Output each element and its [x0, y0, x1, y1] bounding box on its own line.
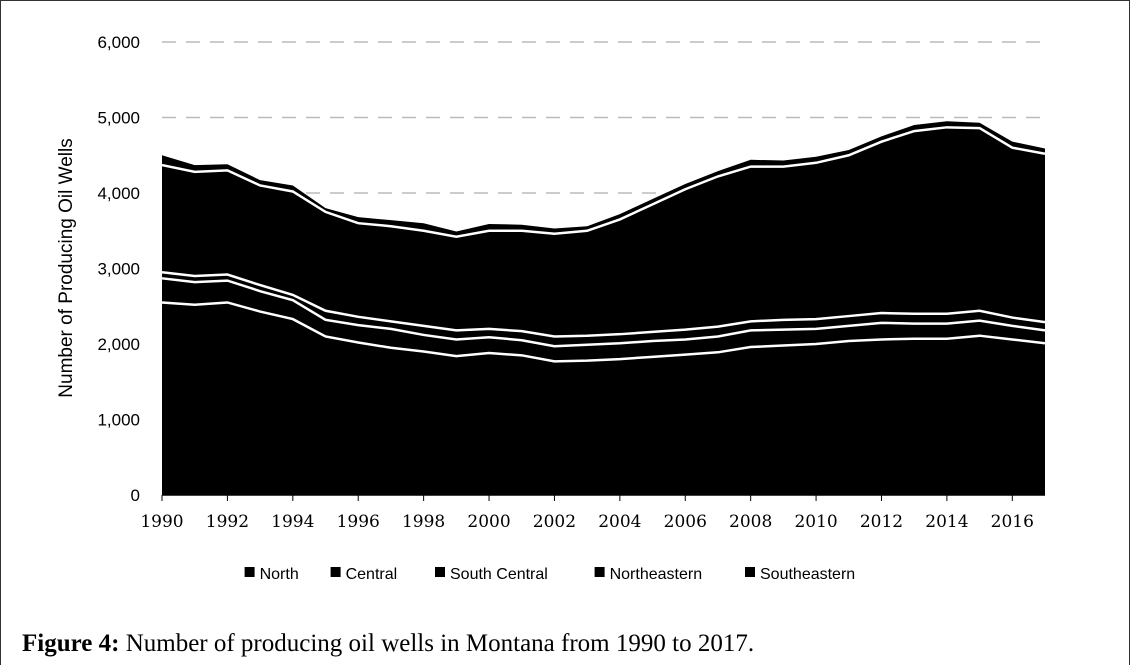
caption-text: Number of producing oil wells in Montana…	[125, 630, 755, 657]
legend-item: Southeastern	[745, 566, 855, 583]
boundary-line	[161, 271, 1046, 338]
boundary-line	[161, 126, 1046, 239]
area	[162, 127, 1045, 337]
y-tick-label: 1,000	[97, 411, 140, 430]
legend-label: North	[260, 566, 299, 583]
legend-swatch	[594, 567, 605, 577]
y-tick-label: 5,000	[97, 109, 140, 128]
x-tick-label: 2016	[991, 512, 1034, 532]
x-tick-label: 1998	[402, 512, 445, 532]
area	[162, 278, 1045, 362]
legend-swatch	[745, 567, 755, 577]
chart: Number of Producing Oil Wells 0 1,000 2,00…	[56, 33, 1046, 583]
x-tick-label: 2000	[467, 512, 510, 532]
y-axis-label: Number of Producing Oil Wells	[56, 138, 77, 397]
x-tick-label: 2010	[794, 512, 837, 532]
caption: Figure 4: Number of producing oil wells …	[22, 630, 754, 658]
x-tick-label: 1996	[337, 512, 380, 532]
y-tick-label: 4,000	[97, 184, 140, 203]
area	[162, 302, 1045, 495]
y-tick-label: 0	[131, 486, 140, 505]
y-tick-label: 3,000	[97, 260, 140, 279]
x-tick-label: 2014	[925, 512, 968, 532]
legend-label: South Central	[450, 566, 548, 583]
boundary-line	[161, 277, 1046, 348]
legend-label: Northeastern	[610, 566, 703, 583]
x-tick-label: 2006	[664, 512, 707, 532]
legend-item: Northeastern	[594, 566, 703, 583]
y-tick-label: 2,000	[97, 335, 140, 354]
legend-swatch	[244, 567, 255, 577]
legend-swatch	[435, 567, 445, 577]
x-tick-label: 1990	[140, 512, 183, 532]
legend-label: Central	[346, 566, 398, 583]
boundary-line	[161, 301, 1046, 363]
x-tick-label: 1992	[206, 512, 249, 532]
legend-item: South Central	[435, 566, 548, 583]
x-tick-label: 2002	[533, 512, 576, 532]
caption-label: Figure 4:	[22, 630, 120, 657]
x-tick-label: 2008	[729, 512, 772, 532]
legend-swatch	[330, 567, 341, 577]
legend-label: Southeastern	[760, 566, 855, 583]
x-tick-label: 2004	[598, 512, 641, 532]
legend-item: Central	[330, 566, 398, 583]
x-tick-label: 1994	[271, 512, 314, 532]
y-tick-label: 6,000	[97, 33, 140, 52]
x-tick-label: 2012	[860, 512, 903, 532]
legend-item: North	[244, 566, 299, 583]
